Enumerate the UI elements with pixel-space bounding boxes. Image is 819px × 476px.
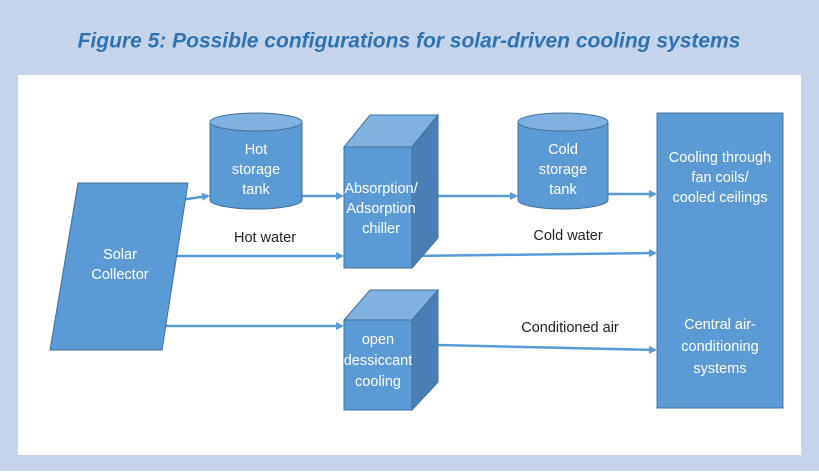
node-text: Central air- (684, 317, 756, 333)
node-text: open (362, 332, 394, 348)
arrows (158, 190, 657, 354)
chiller (342, 113, 440, 270)
node-text: Solar (103, 247, 137, 263)
solar-collector (49, 182, 189, 351)
edge-label: Cold water (533, 228, 602, 244)
node-text: Adsorption (346, 201, 415, 217)
cold-tank (517, 112, 609, 210)
edge-label: Conditioned air (521, 320, 619, 336)
node-text: tank (242, 182, 270, 198)
node-text: chiller (362, 221, 400, 237)
title: Figure 5: Possible configurations for so… (78, 30, 741, 53)
node-text: systems (693, 361, 746, 377)
desiccant (342, 288, 440, 412)
node-text: Cooling through (669, 150, 771, 166)
node-text: Absorption/ (344, 181, 418, 197)
edge-label: Hot water (234, 230, 296, 246)
node-text: storage (539, 162, 587, 178)
node-text: fan coils/ (691, 170, 749, 186)
node-text: conditioning (681, 339, 758, 355)
node-text: Collector (91, 267, 148, 283)
node-text: Hot (245, 142, 268, 158)
node-text: dessiccant (344, 353, 413, 369)
node-text: cooled ceilings (672, 190, 767, 206)
node-text: tank (549, 182, 577, 198)
node-text: Cold (548, 142, 578, 158)
node-text: cooling (355, 374, 401, 390)
node-text: storage (232, 162, 280, 178)
end-use (656, 112, 784, 409)
hot-tank (209, 112, 303, 210)
